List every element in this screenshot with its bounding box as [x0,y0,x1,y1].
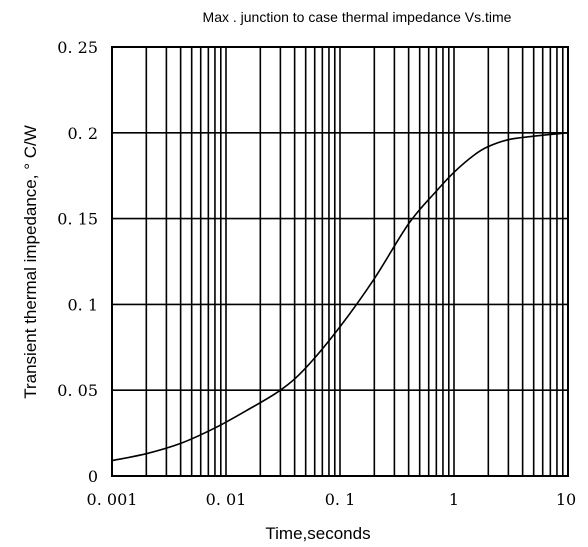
x-tick-label: 10 [556,490,576,509]
x-tick-label: 1 [449,490,459,509]
chart-title: Max . junction to case thermal impedance… [203,9,512,25]
y-tick-label: 0. 05 [57,381,98,400]
tick-labels: 0. 001 0. 01 0. 1 1 10 0 0. 05 0. 1 0. 15 0. 2 0. … [57,38,576,509]
y-tick-label: 0. 2 [67,124,98,143]
x-tick-label: 0. 001 [87,490,138,509]
grid-lines [112,47,568,476]
y-tick-label: 0. 1 [67,295,98,314]
x-tick-label: 0. 01 [206,490,247,509]
x-tick-label: 0. 1 [325,490,356,509]
x-axis-label: Time,seconds [265,524,370,543]
impedance-curve [111,132,569,462]
y-tick-label: 0. 25 [57,38,98,57]
y-axis-label: Transient thermal impedance, ° C/W [21,125,40,399]
y-tick-label: 0. 15 [57,210,98,229]
y-tick-label: 0 [88,467,98,486]
plot-frame [111,46,569,477]
data-series [111,132,569,462]
